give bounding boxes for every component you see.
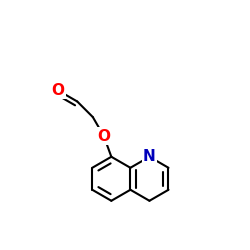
Text: O: O [52, 83, 65, 98]
Text: N: N [143, 149, 156, 164]
Text: O: O [97, 128, 110, 144]
